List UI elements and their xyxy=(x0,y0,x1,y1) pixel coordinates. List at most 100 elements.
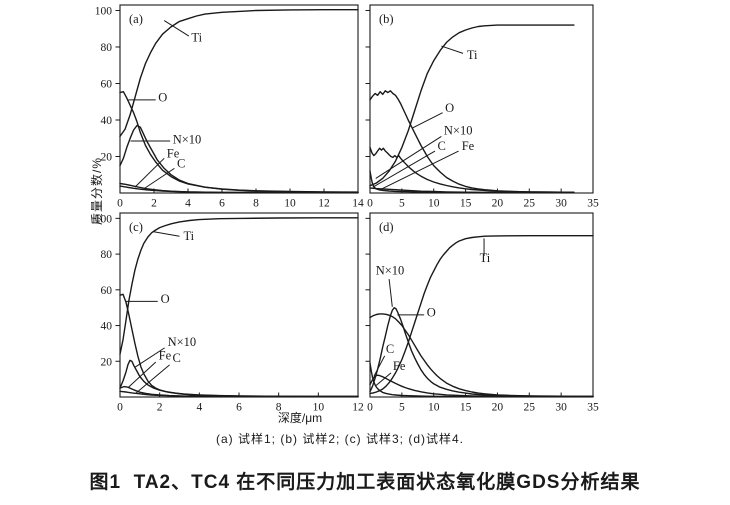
panel-c-y-tick-label: 20 xyxy=(101,356,113,368)
panel-b-leader-o xyxy=(411,112,443,129)
panel-c-x-tick-label: 12 xyxy=(352,402,364,414)
panel-a-leader-c xyxy=(144,167,175,189)
panel-b-x-tick-label: 30 xyxy=(555,198,567,210)
panel-c-label-fe: Fe xyxy=(159,348,172,362)
panel-a-y-tick-label: 100 xyxy=(95,5,113,17)
panel-a-x-tick-label: 0 xyxy=(117,198,123,210)
panel-b-leader-n10 xyxy=(375,135,442,179)
panel-d-x-tick-label: 5 xyxy=(399,402,405,414)
panel-b-series-o-curve xyxy=(369,90,575,193)
panel-a-leader-ti xyxy=(163,20,190,37)
panel-b-frame xyxy=(369,4,594,194)
panel-c-label-ti: Ti xyxy=(183,229,194,243)
panel-b-letter: (b) xyxy=(379,12,394,26)
panel-b-x-tick-label: 5 xyxy=(399,198,405,210)
panel-d-leader-n10 xyxy=(388,279,393,307)
panel-a-series-o-curve xyxy=(119,91,359,193)
panel-c-label-o: O xyxy=(161,292,170,306)
panel-d-x-tick-label: 25 xyxy=(524,402,536,414)
panel-d-x-tick-label: 10 xyxy=(428,402,440,414)
panel-a-x-tick-label: 14 xyxy=(352,198,364,210)
panel-d-label-o: O xyxy=(427,306,436,320)
panel-c-x-tick-label: 0 xyxy=(117,402,123,414)
panel-c-y-tick-label: 40 xyxy=(101,321,113,333)
panel-c-series-ti-curve xyxy=(119,217,359,355)
panel-d-label-c: C xyxy=(386,342,394,356)
panel-c-y-tick-label: 60 xyxy=(101,285,113,297)
panel-b-x-tick-label: 35 xyxy=(587,198,599,210)
panel-d-label-ti: Ti xyxy=(480,251,491,265)
panel-d: 0 5 10 15 20 25 30 35 N×10 Ti O C Fe (d) xyxy=(365,212,599,414)
panel-b-x-tick-label: 0 xyxy=(367,198,373,210)
panel-c-x-tick-label: 6 xyxy=(236,402,242,414)
panel-d-x-tick-label: 15 xyxy=(460,402,472,414)
panel-b-series-ti-curve xyxy=(369,24,575,187)
panel-c-leader-n10 xyxy=(134,347,165,368)
panel-b-label-o: O xyxy=(445,101,454,115)
panel-a-y-tick-label: 80 xyxy=(101,42,113,54)
panel-a-label-o: O xyxy=(158,91,167,105)
panel-a-x-tick-label: 10 xyxy=(284,198,296,210)
panel-c-leader-ti xyxy=(153,231,180,237)
panel-d-x-tick-label: 20 xyxy=(492,402,504,414)
figure-title: 图1 TA2、TC4 在不同压力加工表面状态氧化膜GDS分析结果 xyxy=(89,472,641,493)
panel-c-letter: (c) xyxy=(129,220,143,234)
panel-c-series-o-curve xyxy=(119,293,359,398)
panel-c-frame xyxy=(119,212,359,398)
panel-d-x-tick-label: 0 xyxy=(367,402,373,414)
panel-d-series-fe-curve xyxy=(369,362,594,398)
panel-a-y-tick-label: 20 xyxy=(101,151,113,163)
panel-a-x-tick-label: 4 xyxy=(185,198,191,210)
panel-b-label-ti: Ti xyxy=(467,48,478,62)
panel-b-label-c: C xyxy=(438,139,446,153)
panel-c-x-tick-label: 4 xyxy=(196,402,202,414)
panel-c-y-tick-label: 100 xyxy=(95,213,113,225)
subplot-caption: (a) 试样1; (b) 试样2; (c) 试样3; (d)试样4. xyxy=(215,432,465,446)
panel-a-letter: (a) xyxy=(129,12,143,26)
panel-d-leader-c xyxy=(373,355,386,377)
panel-d-x-tick-label: 35 xyxy=(587,402,599,414)
panel-c-x-tick-label: 8 xyxy=(276,402,282,414)
panel-a-frame xyxy=(119,4,359,194)
panel-a-label-ti: Ti xyxy=(191,31,202,45)
panel-a-x-tick-label: 6 xyxy=(219,198,225,210)
panel-a-series-n10-curve xyxy=(119,124,359,193)
panel-a-y-tick-label: 40 xyxy=(101,115,113,127)
panel-b-label-fe: Fe xyxy=(462,139,475,153)
y-axis-label: 质量分数/% xyxy=(90,157,104,226)
panel-b-leader-fe xyxy=(379,150,459,191)
panel-b-label-n10: N×10 xyxy=(444,124,473,138)
panel-a-label-n10: N×10 xyxy=(173,133,202,147)
panel-b-x-tick-label: 15 xyxy=(460,198,472,210)
panel-a-x-tick-label: 2 xyxy=(151,198,157,210)
panel-a-label-c: C xyxy=(177,156,185,170)
panel-c-label-n10: N×10 xyxy=(168,335,197,349)
panel-a-series-ti-curve xyxy=(119,9,359,138)
panel-b-series-n10-curve xyxy=(369,146,575,193)
panel-d-label-fe: Fe xyxy=(393,359,406,373)
panel-b-leader-c xyxy=(372,150,436,188)
panel-d-series-ti-curve xyxy=(369,235,594,395)
panel-a-x-tick-label: 8 xyxy=(253,198,259,210)
panel-c-leader-fe xyxy=(128,361,157,388)
panel-d-leader-fe xyxy=(375,372,392,387)
panel-b-x-tick-label: 20 xyxy=(492,198,504,210)
panel-b-x-tick-label: 10 xyxy=(428,198,440,210)
panel-c-y-tick-label: 80 xyxy=(101,249,113,261)
panel-a-leader-fe xyxy=(134,157,165,188)
panel-d-x-tick-label: 30 xyxy=(555,402,567,414)
panel-b: 0 5 10 15 20 25 30 35 Ti O N×10C Fe (b) xyxy=(365,4,599,210)
panel-c-x-tick-label: 10 xyxy=(313,402,325,414)
panel-c-label-c: C xyxy=(173,351,181,365)
panel-c-series-c-curve xyxy=(119,390,359,398)
panel-a-x-tick-label: 12 xyxy=(318,198,330,210)
panel-d-letter: (d) xyxy=(379,220,394,234)
panel-a-series-c-curve xyxy=(119,185,359,194)
panel-d-series-o-curve xyxy=(369,313,594,397)
panel-b-x-tick-label: 25 xyxy=(524,198,536,210)
x-axis-label: 深度/μm xyxy=(277,411,323,425)
panel-b-leader-ti xyxy=(441,45,464,54)
panel-b-series-c-curve xyxy=(369,187,575,194)
